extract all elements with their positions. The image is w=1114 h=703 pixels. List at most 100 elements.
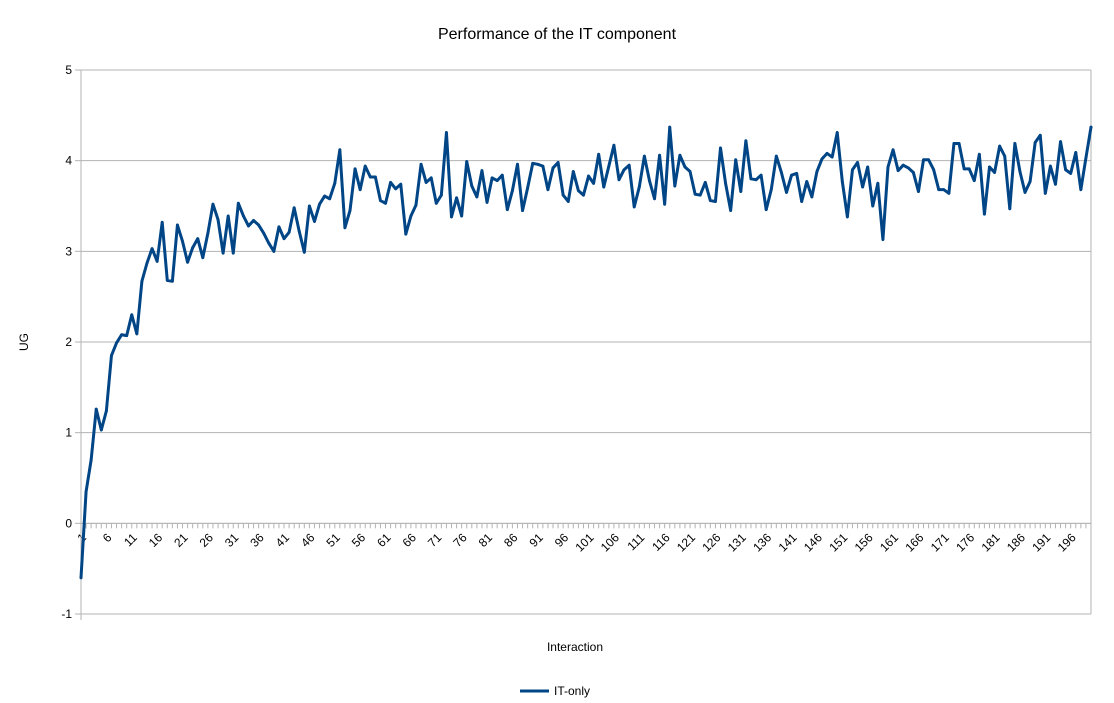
x-axis-title: Interaction <box>547 640 603 654</box>
x-tick-label: 61 <box>374 530 394 550</box>
data-point <box>785 191 788 194</box>
data-point <box>333 181 337 185</box>
x-tick-label: 196 <box>1055 530 1079 554</box>
data-point <box>642 154 646 158</box>
data-point <box>815 170 819 173</box>
data-point <box>196 237 200 241</box>
data-point <box>556 161 560 164</box>
data-point <box>967 167 971 171</box>
data-point <box>419 162 423 166</box>
x-tick-labels: 1 6 11 16 21 26 31 36 41 46 51 56 61 66 71 76 81 86 91 96 10… <box>74 523 1092 555</box>
data-point <box>688 170 692 173</box>
x-tick-label: 111 <box>625 530 648 553</box>
data-point <box>754 178 758 182</box>
legend-label-it-only: IT-only <box>554 684 590 698</box>
data-point <box>937 188 941 192</box>
series-line-it-only <box>79 125 1093 580</box>
data-point <box>988 165 991 169</box>
grid-lines <box>75 69 1091 615</box>
data-point <box>521 209 524 212</box>
data-point <box>1018 170 1022 173</box>
data-point <box>226 214 230 218</box>
data-point <box>475 195 479 199</box>
x-tick-label: 76 <box>450 530 470 550</box>
data-point <box>1089 125 1093 129</box>
data-point <box>962 167 966 171</box>
data-point <box>983 212 986 216</box>
x-tick-label: 46 <box>298 530 318 550</box>
data-point <box>648 179 651 183</box>
data-point <box>409 214 413 218</box>
data-point <box>678 153 682 157</box>
data-point <box>338 148 342 152</box>
data-point <box>247 224 250 228</box>
data-point <box>571 170 575 173</box>
y-tick-label: 5 <box>65 63 72 77</box>
data-point <box>221 251 225 255</box>
x-tick-label: 121 <box>674 530 698 554</box>
data-point <box>749 177 753 181</box>
data-point <box>145 261 149 265</box>
y-tick-label: 1 <box>65 426 72 440</box>
data-point <box>429 176 433 180</box>
data-point <box>242 214 245 218</box>
y-tick-labels: 5 4 3 2 1 0 -1 <box>61 63 72 621</box>
data-point <box>901 163 905 167</box>
x-tick-label: 106 <box>598 530 622 554</box>
x-tick-label: 21 <box>171 530 191 550</box>
data-point <box>216 218 220 222</box>
data-point <box>490 176 494 180</box>
data-point <box>561 193 565 197</box>
data-point <box>805 180 809 183</box>
data-point <box>703 181 707 184</box>
data-point <box>343 226 347 230</box>
data-point <box>470 184 474 188</box>
data-point <box>485 200 489 204</box>
data-point <box>972 179 976 183</box>
data-point <box>94 407 98 411</box>
data-point <box>820 157 824 161</box>
data-point <box>313 220 316 223</box>
data-point <box>876 181 880 185</box>
data-point <box>977 152 981 156</box>
y-tick-label: 4 <box>65 154 72 168</box>
data-point <box>1028 180 1032 183</box>
data-point <box>1084 156 1088 160</box>
data-point <box>896 169 900 173</box>
data-point <box>693 192 697 196</box>
data-point <box>399 182 403 186</box>
data-point <box>363 164 367 168</box>
data-point <box>1059 140 1062 144</box>
data-point <box>287 230 291 234</box>
data-point <box>734 158 738 162</box>
data-point <box>120 333 123 337</box>
data-point <box>84 490 88 493</box>
data-point <box>257 223 261 227</box>
data-point <box>1043 191 1047 195</box>
data-point <box>957 142 961 145</box>
data-point <box>1003 154 1007 158</box>
data-point <box>922 158 925 162</box>
data-point <box>110 354 113 357</box>
data-point <box>1033 141 1037 144</box>
data-point <box>1064 168 1068 172</box>
data-point <box>292 206 296 210</box>
data-point <box>125 334 129 338</box>
x-tick-label: 96 <box>552 530 572 550</box>
data-point <box>511 189 514 192</box>
y-axis-title: UG <box>17 333 31 351</box>
data-point <box>231 251 235 255</box>
data-point <box>516 162 519 166</box>
data-point <box>267 241 271 245</box>
data-point <box>282 237 286 241</box>
data-point <box>1054 182 1057 186</box>
y-tick-label: 0 <box>65 516 72 530</box>
x-tick-label: 86 <box>501 530 521 550</box>
data-point <box>99 428 103 432</box>
data-point <box>191 246 195 250</box>
data-point <box>1079 188 1083 192</box>
data-point <box>576 189 580 192</box>
data-point <box>480 169 484 173</box>
data-point <box>1074 151 1078 154</box>
data-point <box>531 161 535 165</box>
